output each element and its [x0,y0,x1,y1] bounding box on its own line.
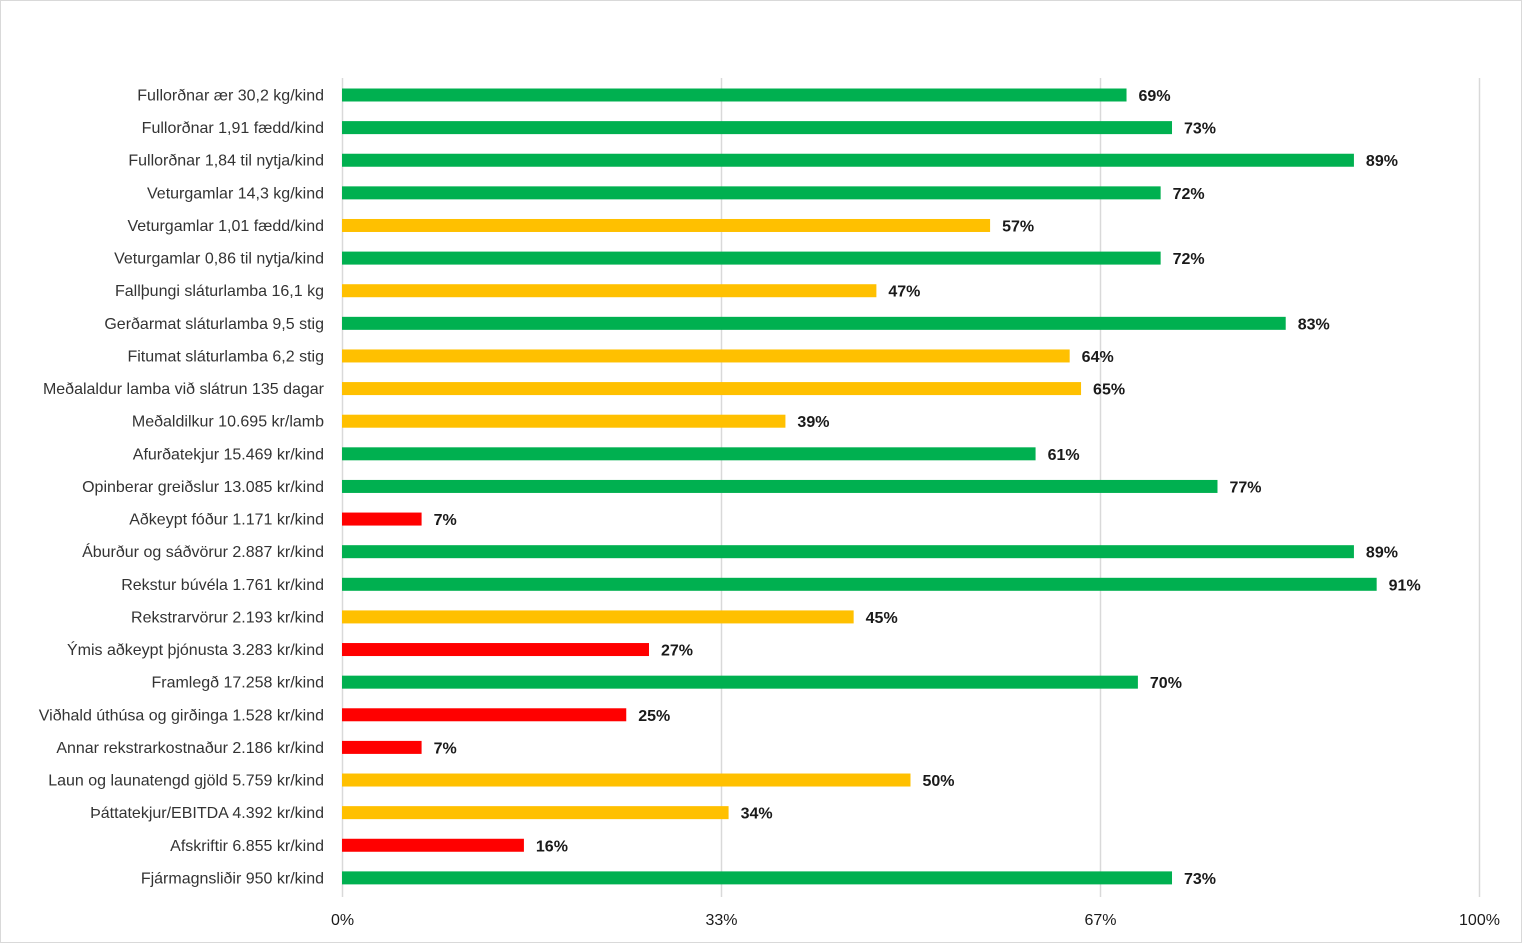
data-label: 27% [661,643,693,660]
category-label: Veturgamlar 1,01 fædd/kind [127,218,324,235]
category-label: Fjármagnsliðir 950 kr/kind [141,870,324,887]
data-label: 25% [638,708,670,725]
data-label: 64% [1082,349,1114,366]
data-label: 91% [1389,577,1421,594]
data-label: 73% [1184,121,1216,138]
category-label: Fullorðnar 1,84 til nytja/kind [128,153,324,170]
data-label: 50% [923,773,955,790]
data-label: 57% [1002,218,1034,235]
category-label: Afskriftir 6.855 kr/kind [170,838,324,855]
data-label: 39% [797,414,829,431]
bar [342,675,1138,689]
bar [342,643,649,657]
category-label: Rekstrarvörur 2.193 kr/kind [131,609,324,626]
category-label: Rekstur búvéla 1.761 kr/kind [121,577,324,594]
category-label: Aðkeypt fóður 1.171 kr/kind [129,512,324,529]
category-label: Fullorðnar 1,91 fædd/kind [142,120,324,137]
category-label: Ýmis aðkeypt þjónusta 3.283 kr/kind [67,640,324,659]
category-label: Afurðatekjur 15.469 kr/kind [133,446,324,463]
x-tick-label: 67% [1084,912,1116,929]
bar [342,838,524,852]
value-labels: 69% 73% 89% 72% 57% 72% 47% 83% 64% 65% 39% 61% 77% 7… [434,88,1421,888]
data-label: 7% [434,512,457,529]
data-label: 89% [1366,545,1398,562]
category-label: Annar rekstrarkostnaður 2.186 kr/kind [56,740,324,757]
x-axis-ticks: 0% 33% 67% 100% [331,912,1500,929]
bar [342,88,1127,102]
bar [342,610,854,624]
bars [342,88,1377,885]
bar [342,479,1218,493]
bar [342,773,911,787]
bar [342,512,422,526]
bar [342,414,786,428]
bar [342,153,1354,167]
data-label: 69% [1139,88,1171,105]
x-tick-label: 100% [1459,912,1500,929]
bar [342,251,1161,265]
category-label: Þáttatekjur/EBITDA 4.392 kr/kind [90,805,324,822]
bar [342,284,877,298]
data-label: 83% [1298,316,1330,333]
category-label: Meðaldilkur 10.695 kr/lamb [132,414,324,431]
bar [342,740,422,754]
category-label: Veturgamlar 14,3 kg/kind [147,185,324,202]
category-label: Fallþungi sláturlamba 16,1 kg [115,283,324,300]
bar [342,382,1082,396]
category-label: Fitumat sláturlamba 6,2 stig [127,348,324,365]
category-label: Opinberar greiðslur 13.085 kr/kind [82,479,324,496]
data-label: 34% [741,806,773,823]
bar [342,349,1070,363]
data-label: 73% [1184,871,1216,888]
data-label: 89% [1366,153,1398,170]
bar [342,316,1286,330]
x-tick-label: 33% [705,912,737,929]
data-label: 72% [1173,186,1205,203]
category-label: Viðhald úthúsa og girðinga 1.528 kr/kind [39,707,324,724]
category-labels: Fullorðnar ær 30,2 kg/kind Fullorðnar 1,9… [39,88,325,888]
category-label: Meðalaldur lamba við slátrun 135 dagar [43,381,325,398]
data-label: 47% [888,284,920,301]
category-label: Laun og launatengd gjöld 5.759 kr/kind [48,773,324,790]
category-label: Veturgamlar 0,86 til nytja/kind [114,251,324,268]
data-label: 61% [1048,447,1080,464]
bar [342,871,1173,885]
bar [342,806,729,820]
category-label: Áburður og sáðvörur 2.887 kr/kind [82,542,324,561]
bar [342,577,1377,591]
bar [342,545,1354,559]
data-label: 7% [434,740,457,757]
bar [342,447,1036,461]
data-label: 77% [1229,479,1261,496]
category-label: Fullorðnar ær 30,2 kg/kind [137,88,324,105]
data-label: 70% [1150,675,1182,692]
data-label: 16% [536,838,568,855]
data-label: 45% [866,610,898,627]
bar [342,186,1161,200]
bar [342,218,991,232]
data-label: 72% [1173,251,1205,268]
x-tick-label: 0% [331,912,354,929]
bar [342,708,627,722]
data-label: 65% [1093,382,1125,399]
category-label: Framlegð 17.258 kr/kind [151,675,324,692]
category-label: Gerðarmat sláturlamba 9,5 stig [104,316,324,333]
bar [342,121,1173,135]
